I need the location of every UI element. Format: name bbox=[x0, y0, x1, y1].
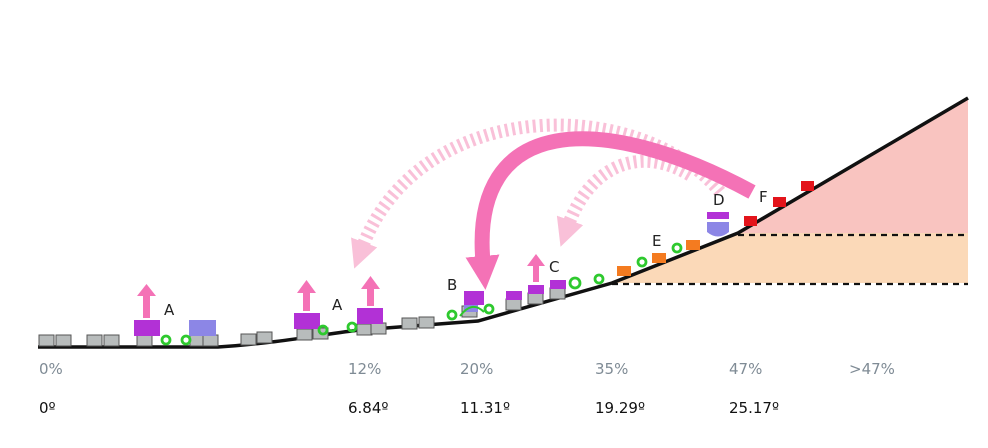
up-arrow-icon bbox=[137, 284, 156, 318]
angle-label: 11.31º bbox=[460, 399, 511, 417]
angle-label: 25.17º bbox=[729, 399, 780, 417]
point-label-a-second: A bbox=[332, 296, 343, 314]
percent-label: 47% bbox=[729, 360, 763, 378]
percent-label: 20% bbox=[460, 360, 494, 378]
point-label-d: D bbox=[713, 191, 725, 209]
up-arrow-icon bbox=[527, 254, 545, 282]
percent-label: 35% bbox=[595, 360, 629, 378]
up-arrow-icon bbox=[297, 280, 316, 311]
percent-label: 12% bbox=[348, 360, 382, 378]
angle-label: 6.84º bbox=[348, 399, 389, 417]
up-arrow-icon bbox=[361, 276, 380, 306]
percent-label: 0% bbox=[39, 360, 63, 378]
dashed-arrow-right bbox=[556, 154, 694, 247]
slope-angle-row: 0º 6.84º 11.31º 19.29º 25.17º bbox=[0, 399, 988, 421]
purple-blocks bbox=[134, 212, 729, 336]
point-label-b: B bbox=[447, 276, 457, 294]
percent-label: >47% bbox=[849, 360, 895, 378]
point-label-a-first: A bbox=[164, 301, 175, 319]
dashed-arrow-left bbox=[351, 118, 726, 269]
solid-arrow-f-to-b bbox=[465, 131, 756, 290]
moderate-zone-fill bbox=[612, 233, 968, 283]
slope-percentage-row: 0% 12% 20% 35% 47% >47% bbox=[0, 360, 988, 382]
green-bubbles bbox=[160, 242, 683, 346]
point-label-c: C bbox=[549, 258, 559, 276]
point-label-f: F bbox=[759, 188, 768, 206]
point-label-e: E bbox=[652, 232, 661, 250]
red-blocks bbox=[744, 181, 814, 226]
upward-arrows bbox=[137, 254, 545, 318]
orange-blocks bbox=[617, 240, 700, 276]
blue-blocks bbox=[189, 222, 729, 336]
angle-label: 0º bbox=[39, 399, 56, 417]
angle-label: 19.29º bbox=[595, 399, 646, 417]
